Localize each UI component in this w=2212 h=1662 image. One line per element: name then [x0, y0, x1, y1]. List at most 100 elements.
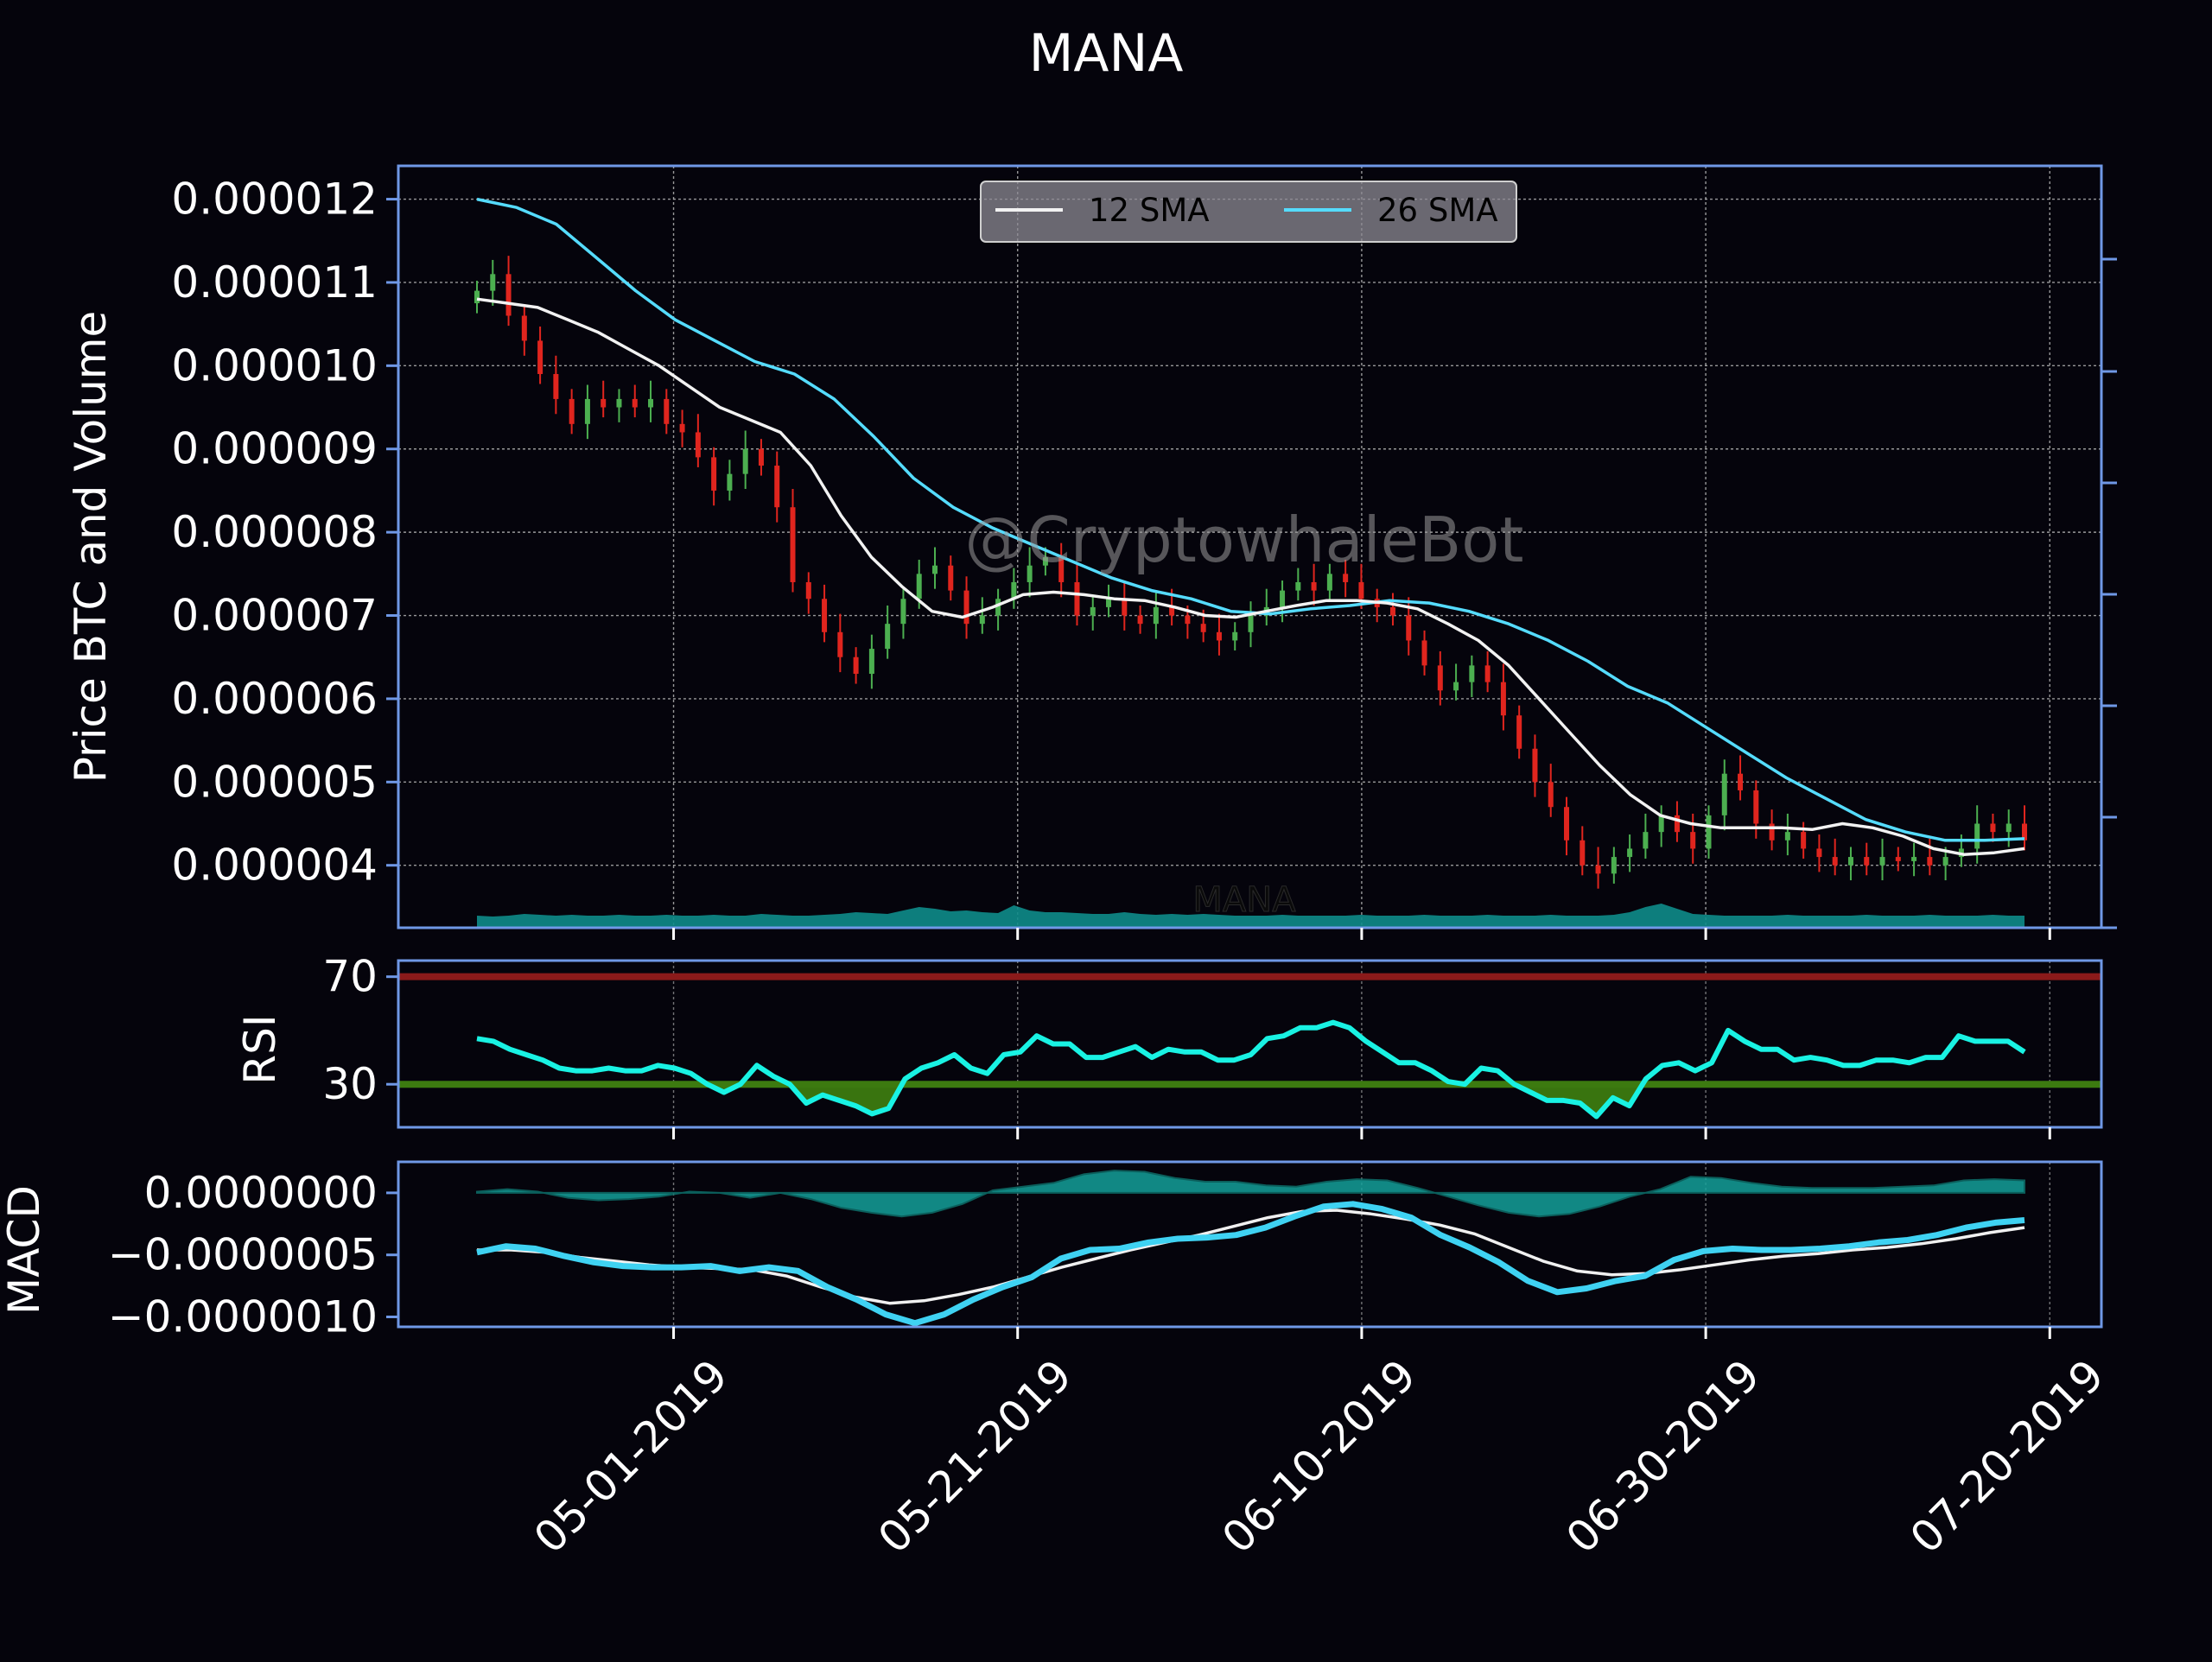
candle-body — [490, 274, 496, 291]
macd-y-tick-label: −0.0000010 — [108, 1292, 378, 1342]
candle-down — [1816, 834, 1822, 872]
candle-down — [679, 409, 685, 447]
candle-body — [758, 448, 764, 466]
candle-body — [1864, 857, 1870, 866]
candle-up — [490, 259, 496, 306]
candle-body — [742, 448, 748, 474]
candle-body — [1690, 832, 1696, 849]
sma26-line — [476, 197, 2025, 842]
macd-line — [476, 1201, 2025, 1327]
price-y-axis-label: Price BTC and Volume — [66, 311, 116, 783]
candle-body — [1674, 815, 1680, 833]
candle-down — [774, 451, 780, 523]
candle-up — [474, 281, 480, 314]
candle-body — [1027, 565, 1033, 582]
candle-body — [1137, 615, 1143, 625]
candle-body — [1879, 857, 1885, 866]
candle-body — [1453, 682, 1459, 691]
candle-down — [711, 447, 717, 506]
price-y-tick-label: 0.000008 — [171, 507, 378, 557]
candle-up — [1911, 842, 1917, 877]
candle-up — [1011, 568, 1017, 609]
candle-down — [758, 439, 764, 476]
candle-body — [584, 398, 590, 424]
candle-up — [1627, 834, 1633, 872]
candle-up — [885, 605, 891, 659]
macd-histogram — [476, 1170, 2025, 1218]
candle-body — [695, 432, 701, 458]
price-panel-frame — [397, 164, 2103, 929]
price-y-axis: 0.000004 0.000005 0.000006 0.000007 0.000008… — [171, 174, 398, 891]
candle-body — [616, 398, 622, 408]
candle-body — [853, 657, 859, 674]
price-y-tick-label: 0.000011 — [171, 257, 378, 308]
candle-body — [1942, 857, 1948, 866]
candle-up — [584, 384, 590, 440]
candle-body — [1122, 599, 1128, 616]
candle-body — [1437, 665, 1443, 691]
candle-up — [1847, 847, 1853, 881]
candle-body — [1832, 857, 1838, 866]
price-y-tick-label: 0.000006 — [171, 674, 378, 724]
candle-up — [1248, 601, 1254, 648]
candle-body — [505, 274, 512, 316]
price-y-tick-label: 0.000005 — [171, 757, 378, 807]
candle-down — [2022, 805, 2027, 851]
candle-down — [1532, 734, 1538, 797]
rsi-oversold-fill — [477, 1084, 2024, 1117]
candle-up — [900, 588, 906, 639]
candle-down — [1927, 838, 1933, 876]
candle-body — [1595, 865, 1601, 874]
candle-up — [742, 430, 748, 490]
macd-y-tick-label: 0.0000000 — [144, 1168, 378, 1218]
candle-up — [1453, 663, 1459, 701]
watermark: @CryptowhaleBot — [964, 504, 1523, 576]
candle-body — [1516, 715, 1522, 749]
candle-up — [1643, 813, 1649, 859]
candle-body — [1784, 832, 1790, 841]
candle-body — [805, 581, 811, 599]
rsi-y-axis-label: RSI — [235, 1014, 285, 1084]
candle-body — [1090, 606, 1096, 616]
candle-body — [1532, 748, 1538, 783]
candle-body — [1058, 557, 1065, 582]
macd-y-axis-label: MACD — [0, 1185, 49, 1315]
chart-title: MANA — [1029, 23, 1184, 84]
candle-down — [1058, 542, 1065, 598]
candle-down — [1311, 563, 1317, 606]
candle-down — [1500, 663, 1506, 731]
candle-down — [521, 305, 527, 356]
candle-down — [1674, 801, 1680, 842]
candle-body — [931, 565, 938, 574]
candle-body — [537, 340, 543, 374]
candle-body — [837, 631, 843, 657]
legend: 12 SMA 26 SMA — [980, 181, 1517, 243]
candle-down — [537, 327, 543, 384]
candle-up — [1326, 563, 1332, 601]
candle-body — [1232, 631, 1238, 641]
volume-area — [477, 904, 2024, 928]
candle-body — [963, 590, 969, 625]
candle-body — [1738, 773, 1744, 790]
legend-sma12-label: 12 SMA — [1089, 192, 1210, 229]
candle-body — [774, 466, 780, 508]
volume-label: MANA — [1192, 880, 1296, 920]
candle-down — [1437, 650, 1443, 706]
candle-body — [1469, 665, 1475, 682]
rsi-series — [398, 973, 2101, 1120]
candle-body — [2022, 823, 2027, 841]
candle-body — [1326, 574, 1332, 591]
candle-down — [1389, 593, 1395, 626]
rsi-gridlines — [672, 961, 2050, 1127]
macd-series — [476, 1170, 2025, 1327]
x-tick-label: 06-10-2019 — [1212, 1350, 1425, 1563]
candle-down — [1690, 813, 1696, 864]
candle-body — [1801, 832, 1807, 849]
candle-down — [1580, 826, 1586, 876]
candle-up — [868, 634, 874, 689]
candle-down — [1137, 605, 1143, 634]
candle-body — [1406, 615, 1412, 641]
candle-up — [995, 588, 1001, 631]
